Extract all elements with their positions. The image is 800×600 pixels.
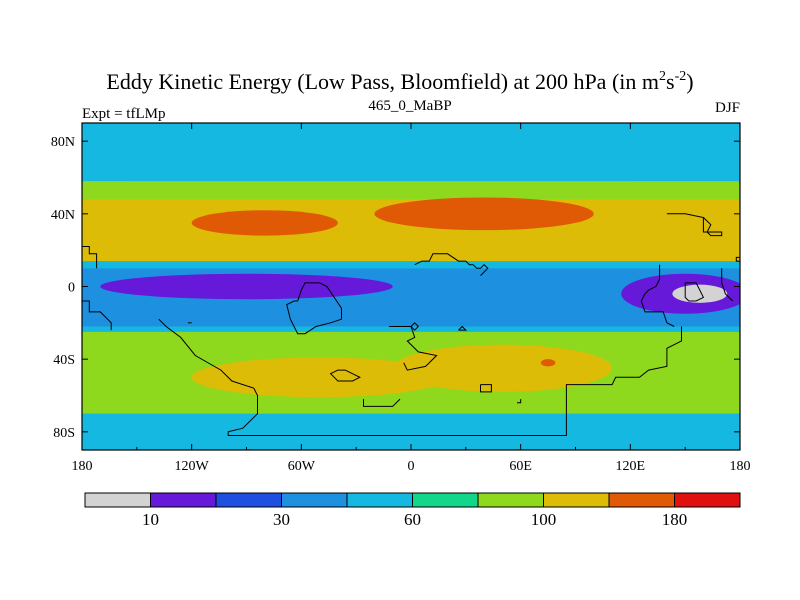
field-band-0 bbox=[82, 123, 740, 196]
coastline-segment-5 bbox=[329, 369, 361, 382]
coastline-segment-4 bbox=[286, 282, 342, 335]
coastline-segment-2 bbox=[158, 318, 682, 436]
field-blob-12 bbox=[392, 344, 613, 392]
x-tick-label-3: 0 bbox=[408, 459, 415, 474]
field-blob-11 bbox=[191, 357, 448, 398]
field-blob-13 bbox=[540, 359, 556, 367]
coastline-segment-13 bbox=[666, 213, 723, 237]
coastlines bbox=[82, 213, 740, 436]
y-tick-label-3: 40S bbox=[53, 353, 75, 368]
colorbar-label-2: 60 bbox=[404, 510, 421, 529]
y-tick-label-2: 0 bbox=[68, 281, 75, 296]
colorbar-box-1 bbox=[150, 492, 217, 508]
colorbar-label-1: 30 bbox=[273, 510, 290, 529]
colorbar-label-0: 10 bbox=[142, 510, 159, 529]
coastline-segment-0 bbox=[82, 246, 98, 269]
coastline-segment-9 bbox=[410, 322, 420, 331]
field-blob-7 bbox=[100, 273, 393, 300]
x-tick-label-6: 180 bbox=[730, 459, 751, 474]
colorbar-label-4: 180 bbox=[662, 510, 688, 529]
field-blob-3 bbox=[191, 210, 338, 236]
coastline-segment-16 bbox=[721, 268, 734, 302]
map-axes: 180 120W 60W 0 60E 120E 180 80N 40N 0 40S 80S bbox=[51, 123, 751, 474]
x-tick-label-4: 60E bbox=[509, 459, 532, 474]
coastline-segment-12 bbox=[517, 399, 522, 404]
colorbar-box-3 bbox=[281, 492, 348, 508]
field-blob-4 bbox=[374, 197, 594, 231]
colorbar-label-3: 100 bbox=[531, 510, 557, 529]
colorbar-box-6 bbox=[477, 492, 544, 508]
colorbar-box-9 bbox=[674, 492, 741, 508]
y-tick-label-4: 80S bbox=[53, 426, 75, 441]
coastline-segment-7 bbox=[363, 398, 401, 407]
x-tick-label-2: 60W bbox=[288, 459, 316, 474]
colorbar-box-7 bbox=[543, 492, 610, 508]
coastline-segment-8 bbox=[389, 326, 438, 371]
coastline-segment-17 bbox=[735, 256, 740, 262]
coastline-segment-1 bbox=[82, 300, 112, 331]
contour-field bbox=[82, 123, 740, 450]
field-band-14 bbox=[82, 413, 740, 450]
colorbar-box-2 bbox=[215, 492, 282, 508]
y-tick-label-0: 80N bbox=[51, 135, 75, 150]
colorbar-box-4 bbox=[346, 492, 413, 508]
y-tick-label-1: 40N bbox=[51, 208, 75, 223]
x-tick-label-5: 120E bbox=[616, 459, 646, 474]
experiment-id-label: 465_0_MaBP bbox=[368, 98, 451, 114]
coastline-segment-6 bbox=[414, 253, 489, 276]
coastline-segment-11 bbox=[480, 384, 492, 393]
x-tick-label-0: 180 bbox=[72, 459, 93, 474]
season-label: DJF bbox=[715, 100, 740, 116]
colorbar: 10 30 60 100 180 bbox=[84, 492, 741, 529]
coastline-segment-10 bbox=[458, 325, 468, 331]
coastline-segment-15 bbox=[684, 282, 705, 302]
x-tick-label-1: 120W bbox=[175, 459, 210, 474]
colorbar-box-5 bbox=[412, 492, 479, 508]
experiment-label: Expt = tfLMp bbox=[82, 106, 165, 122]
chart-title: Eddy Kinetic Energy (Low Pass, Bloomfiel… bbox=[106, 69, 693, 94]
field-blob-9 bbox=[672, 284, 728, 303]
coastline-segment-14 bbox=[640, 264, 675, 327]
colorbar-box-8 bbox=[608, 492, 675, 508]
colorbar-box-0 bbox=[84, 492, 151, 508]
